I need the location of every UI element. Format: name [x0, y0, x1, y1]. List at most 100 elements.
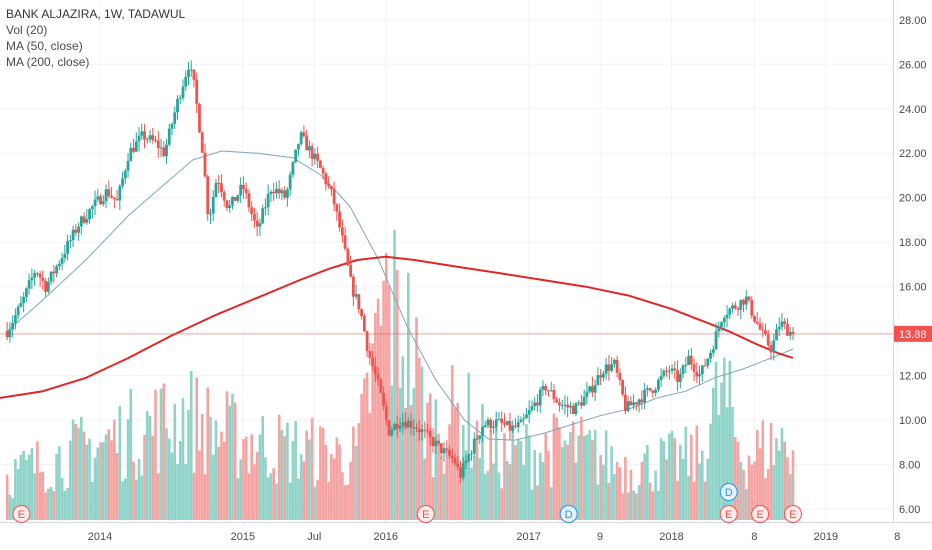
volume-bar — [753, 461, 756, 520]
volume-bar — [371, 343, 374, 520]
candle-body — [464, 460, 468, 464]
volume-bar — [483, 473, 487, 520]
volume-bar — [648, 482, 652, 520]
candle-body — [148, 135, 152, 140]
dividend-event-label: D — [565, 509, 573, 521]
volume-bar — [236, 478, 240, 520]
candle-body — [107, 189, 111, 197]
candle-body — [519, 419, 523, 423]
volume-bar — [264, 457, 267, 520]
dividend-event-marker[interactable] — [719, 483, 738, 501]
candle-body — [656, 379, 660, 390]
volume-bar — [475, 420, 479, 520]
candle-body — [566, 404, 570, 408]
candle-body — [698, 374, 701, 377]
candle-body — [511, 425, 515, 431]
volume-bar — [134, 479, 138, 520]
candle-body — [110, 196, 113, 198]
x-tick-label: Jul — [307, 531, 321, 543]
candle-body — [761, 329, 765, 331]
volume-bar — [431, 477, 435, 520]
candle-body — [101, 201, 105, 205]
chart-legend: BANK ALJAZIRA, 1W, TADAWUL Vol (20) MA (… — [6, 6, 185, 70]
volume-bar — [555, 417, 558, 520]
candle-body — [255, 220, 259, 227]
candle-body — [173, 112, 177, 124]
earnings-event-marker[interactable] — [719, 505, 738, 523]
volume-bar — [580, 416, 583, 520]
volume-bar — [154, 389, 157, 520]
candle-body — [395, 423, 399, 429]
candle-body — [351, 276, 355, 297]
candle-body — [239, 184, 243, 196]
candle-body — [791, 331, 795, 334]
candle-body — [154, 140, 157, 142]
candle-body — [96, 196, 100, 200]
earnings-event-marker[interactable] — [12, 505, 31, 523]
ma200-indicator-label[interactable]: MA (200, close) — [6, 55, 90, 69]
candle-body — [456, 463, 460, 468]
candle-body — [74, 229, 78, 233]
y-tick-label: 22.00 — [899, 148, 927, 160]
volume-bar — [489, 429, 493, 520]
candle-body — [266, 194, 270, 208]
candle-body — [563, 404, 567, 406]
volume-bar — [113, 419, 116, 520]
candle-body — [692, 364, 696, 372]
volume-bar — [519, 441, 523, 520]
candle-body — [536, 402, 539, 406]
volume-bar — [426, 402, 429, 520]
y-tick-label: 18.00 — [899, 237, 927, 249]
ma50-indicator-label[interactable]: MA (50, close) — [6, 39, 83, 53]
candle-body — [200, 132, 204, 153]
candle-body — [310, 146, 314, 159]
y-tick-label: 12.00 — [899, 371, 927, 383]
candle-body — [777, 326, 781, 330]
candle-body — [170, 123, 174, 129]
volume-bar — [247, 473, 251, 520]
candle-body — [503, 422, 506, 425]
candle-body — [533, 402, 537, 407]
volume-bar — [255, 451, 259, 520]
volume-bar — [162, 383, 166, 520]
candle-body — [607, 364, 611, 371]
candle-body — [318, 160, 322, 168]
volume-bar — [714, 361, 718, 520]
volume-bar — [533, 450, 537, 520]
volume-bar — [681, 459, 685, 520]
earnings-event-marker[interactable] — [783, 505, 802, 523]
candle-body — [393, 423, 396, 430]
volume-bar — [327, 482, 330, 520]
candle-body — [220, 183, 223, 193]
candle-body — [27, 280, 31, 289]
volume-bar — [423, 458, 427, 520]
earnings-event-marker[interactable] — [751, 505, 770, 523]
candle-body — [55, 266, 59, 274]
volume-bar — [151, 435, 155, 520]
y-tick-label: 6.00 — [899, 504, 920, 516]
symbol-title[interactable]: BANK ALJAZIRA, 1W, TADAWUL — [6, 7, 186, 21]
volume-bar — [404, 407, 407, 520]
volume-bar — [654, 470, 657, 520]
candle-body — [288, 174, 292, 190]
candle-body — [371, 357, 374, 367]
candle-body — [162, 147, 166, 157]
candle-body — [571, 406, 575, 415]
volume-bar — [497, 472, 501, 520]
candle-body — [349, 265, 353, 277]
volume-bar — [486, 470, 490, 520]
candle-body — [316, 153, 320, 161]
volume-bar — [332, 458, 336, 520]
volume-indicator-label[interactable]: Vol (20) — [6, 23, 48, 37]
candle-body — [71, 229, 75, 241]
candle-body — [346, 248, 350, 266]
volume-bar — [428, 393, 432, 520]
volume-bar — [662, 441, 666, 520]
volume-bar — [728, 360, 732, 520]
volume-bar — [55, 453, 58, 520]
candle-body — [695, 371, 699, 377]
earnings-event-marker[interactable] — [416, 505, 435, 523]
dividend-event-marker[interactable] — [559, 505, 578, 523]
